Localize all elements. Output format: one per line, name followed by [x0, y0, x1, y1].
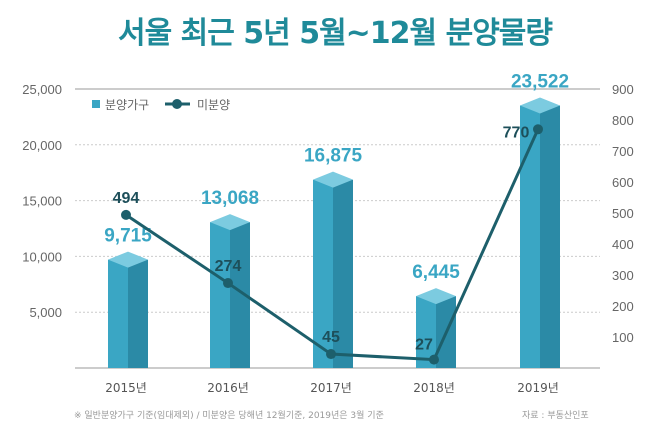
- source-credit: 자료 : 부동산인포: [522, 411, 589, 421]
- legend-line-label: 미분양: [197, 98, 230, 112]
- left-axis-tick: 25,000: [22, 82, 62, 97]
- legend-bar-swatch: [92, 100, 100, 108]
- line-point: [326, 349, 336, 360]
- bar-value-label: 6,445: [412, 262, 460, 283]
- bar-front-left: [313, 179, 333, 368]
- bar-top: [520, 97, 560, 114]
- line-point: [429, 354, 439, 365]
- left-axis-tick: 15,000: [22, 194, 62, 209]
- bar-front-left: [520, 105, 540, 368]
- bar-front-left: [416, 296, 436, 368]
- bar-value-label: 23,522: [511, 71, 569, 92]
- right-axis-tick: 500: [612, 206, 634, 221]
- bar-front-right: [333, 179, 353, 368]
- bar-front-right: [128, 259, 148, 368]
- line-value-label: 45: [322, 329, 340, 346]
- left-axis-tick: 10,000: [22, 249, 62, 264]
- line-point: [533, 124, 543, 135]
- right-axis-tick: 300: [612, 268, 634, 283]
- footnote: ※ 일반분양가구 기준(임대제외) / 미분양은 당해년 12월기준, 2019…: [74, 411, 384, 421]
- right-axis-tick: 900: [612, 82, 634, 97]
- bar-top: [108, 251, 148, 268]
- x-axis-label: 2017년: [310, 381, 352, 395]
- legend-bar-label: 분양가구: [105, 98, 149, 112]
- x-axis-label: 2019년: [517, 381, 559, 395]
- right-axis-tick: 200: [612, 299, 634, 314]
- right-axis-tick: 600: [612, 175, 634, 190]
- right-axis-tick: 800: [612, 113, 634, 128]
- x-axis-label: 2018년: [413, 381, 455, 395]
- bar-front-right: [230, 222, 250, 368]
- line-value-label: 27: [415, 337, 433, 354]
- bar-top: [416, 288, 456, 305]
- left-axis-tick: 5,000: [29, 305, 62, 320]
- bar-top: [210, 214, 250, 231]
- legend-line-marker: [172, 99, 182, 109]
- right-axis-tick: 700: [612, 144, 634, 159]
- line-value-label: 494: [113, 190, 140, 207]
- chart-title: 서울 최근 5년 5월~12월 분양물량: [117, 16, 553, 51]
- bar-front-right: [540, 105, 560, 368]
- x-axis-label: 2015년: [105, 381, 147, 395]
- line-value-label: 274: [215, 258, 242, 275]
- left-axis-tick: 20,000: [22, 138, 62, 153]
- bar-front-left: [210, 222, 230, 368]
- bar-top: [313, 171, 353, 188]
- line-point: [223, 278, 233, 289]
- right-axis-tick: 100: [612, 330, 634, 345]
- bar-value-label: 13,068: [201, 188, 259, 209]
- line-value-label: 770: [503, 124, 530, 141]
- bar-value-label: 9,715: [104, 226, 152, 247]
- line-point: [121, 209, 131, 220]
- right-axis-tick: 400: [612, 237, 634, 252]
- bar-front-left: [108, 259, 128, 368]
- x-axis-label: 2016년: [207, 381, 249, 395]
- bar-value-label: 16,875: [304, 146, 363, 167]
